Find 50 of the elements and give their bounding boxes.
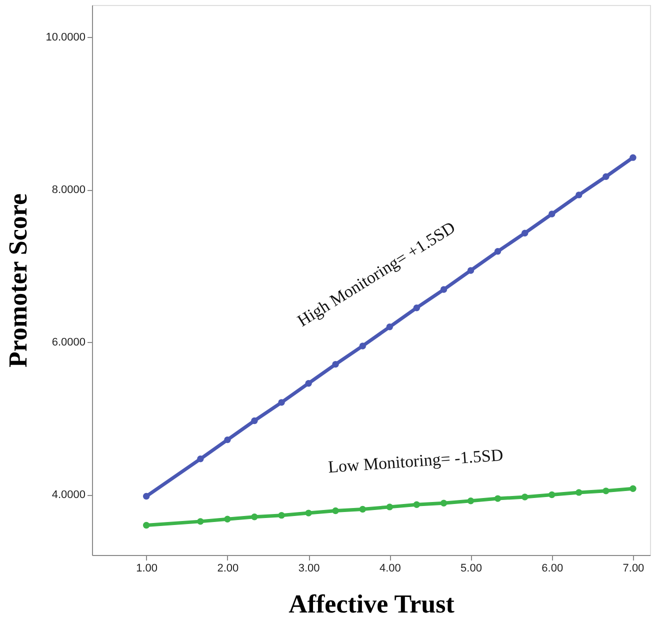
point: [630, 154, 636, 161]
point: [494, 248, 502, 255]
point: [494, 495, 502, 502]
point: [251, 417, 258, 424]
point: [359, 342, 366, 350]
annotation: Low Monitoring= -1.5SD: [327, 445, 504, 477]
x-tick-label: 3.00: [298, 562, 320, 574]
y-tick-label: 6.0000: [52, 336, 86, 349]
point: [142, 492, 150, 500]
x-tick-label: 7.00: [622, 562, 644, 574]
point: [602, 173, 610, 180]
point: [359, 506, 366, 513]
point: [197, 518, 204, 525]
point: [332, 507, 339, 514]
point: [142, 522, 150, 529]
point: [576, 192, 582, 198]
x-tick-label: 1.00: [136, 562, 158, 574]
point: [332, 360, 339, 368]
point: [386, 504, 394, 510]
point: [305, 380, 312, 387]
point: [278, 399, 285, 406]
point: [576, 489, 582, 496]
y-tick-label: 10.0000: [46, 32, 86, 44]
point: [197, 456, 204, 462]
point: [602, 488, 610, 494]
y-tick-label: 8.0000: [52, 184, 86, 196]
point: [467, 497, 474, 504]
point: [522, 494, 528, 500]
x-tick-label: 2.00: [217, 562, 239, 574]
point: [440, 286, 448, 293]
point: [224, 436, 231, 444]
point: [278, 512, 285, 519]
point: [386, 324, 394, 330]
x-tick-label: 4.00: [379, 562, 401, 574]
point: [548, 491, 556, 498]
point: [440, 500, 448, 506]
point: [630, 485, 636, 492]
y-tick-label: 4.0000: [52, 489, 86, 502]
x-tick-label: 6.00: [542, 562, 564, 574]
point: [224, 516, 231, 522]
point: [413, 501, 420, 508]
point: [522, 230, 528, 236]
point: [413, 304, 420, 312]
y-axis-title: Promoter Score: [4, 194, 33, 368]
point: [305, 510, 312, 516]
x-axis-title: Affective Trust: [288, 590, 455, 618]
x-tick-label: 5.00: [460, 562, 482, 574]
point: [467, 267, 474, 274]
point: [548, 210, 556, 218]
point: [251, 514, 258, 520]
